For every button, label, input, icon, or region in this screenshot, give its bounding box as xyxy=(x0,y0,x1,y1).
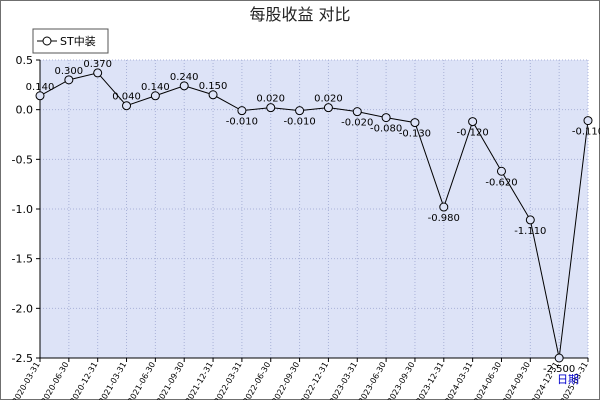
data-label: -0.130 xyxy=(399,129,431,140)
y-tick-label: 0.5 xyxy=(16,54,34,67)
data-label: -0.980 xyxy=(428,213,460,224)
data-label: 0.020 xyxy=(314,94,343,105)
y-tick-label: -2.5 xyxy=(12,352,33,365)
x-tick-label: 2020-06-30 xyxy=(40,361,71,400)
data-point xyxy=(323,103,333,113)
data-point xyxy=(237,106,247,116)
x-tick-label: 2024-09-30 xyxy=(501,361,532,400)
data-label: -0.620 xyxy=(485,177,517,188)
x-tick-label: 2020-12-31 xyxy=(68,361,99,400)
data-point xyxy=(381,113,391,123)
data-point xyxy=(208,90,218,100)
data-point xyxy=(554,353,564,363)
data-point xyxy=(179,81,189,91)
x-tick-label: 2024-06-30 xyxy=(472,361,503,400)
x-axis-corner-label: 日期 xyxy=(557,373,579,386)
data-label: 0.150 xyxy=(199,81,228,92)
data-label: -0.120 xyxy=(457,128,489,139)
data-label: -0.080 xyxy=(370,124,402,135)
y-tick-label: -2.0 xyxy=(12,302,33,315)
series-line xyxy=(39,72,589,359)
data-label: -2.500 xyxy=(543,364,575,375)
data-label: 0.370 xyxy=(83,59,112,70)
x-tick-label: 2023-06-30 xyxy=(357,361,388,400)
data-point xyxy=(410,118,420,128)
data-point xyxy=(64,75,74,85)
data-label: -0.110 xyxy=(572,127,600,138)
data-labels: 0.1400.3000.3700.0400.1400.2400.150-0.01… xyxy=(26,59,600,375)
data-point xyxy=(150,91,160,101)
data-label: -0.010 xyxy=(226,117,258,128)
data-point xyxy=(266,103,276,113)
data-point xyxy=(468,117,478,127)
data-label: -1.110 xyxy=(514,226,546,237)
data-point xyxy=(295,106,305,116)
data-label: 0.040 xyxy=(112,92,141,103)
data-point xyxy=(35,91,45,101)
x-tick-label: 2021-12-31 xyxy=(184,361,215,400)
y-tick-label: -1.5 xyxy=(12,253,33,266)
x-tick-label: 2024-03-31 xyxy=(443,361,474,400)
y-tick-label: -0.5 xyxy=(12,153,33,166)
data-point xyxy=(496,166,506,176)
data-points xyxy=(35,68,593,363)
data-label: -0.010 xyxy=(283,117,315,128)
chart-title: 每股收益 对比 xyxy=(249,5,350,24)
data-label: 0.140 xyxy=(26,82,55,93)
y-axis-ticks: 0.5 0.0 -0.5 -1.0 -1.5 -2.0 -2.5 xyxy=(12,54,40,365)
x-tick-label: 2022-12-31 xyxy=(299,361,330,400)
legend: ST中装 xyxy=(32,28,109,54)
data-label: 0.140 xyxy=(141,82,170,93)
data-label: 0.020 xyxy=(256,94,285,105)
legend-series-name: ST中装 xyxy=(60,35,96,48)
data-point xyxy=(439,202,449,212)
data-point xyxy=(352,107,362,117)
x-tick-label: 2023-12-31 xyxy=(414,361,445,400)
data-label: 0.240 xyxy=(170,72,199,83)
legend-marker-icon xyxy=(42,36,52,46)
data-point xyxy=(583,116,593,126)
series-line-path xyxy=(39,72,589,359)
x-tick-label: 2022-03-31 xyxy=(213,361,244,400)
y-tick-label: -1.0 xyxy=(12,203,33,216)
data-label: -0.020 xyxy=(341,118,373,129)
x-tick-label: 2023-09-30 xyxy=(386,361,417,400)
x-tick-label: 2022-06-30 xyxy=(241,361,272,400)
data-point xyxy=(122,101,132,111)
x-tick-label: 2023-03-31 xyxy=(328,361,359,400)
data-point xyxy=(525,215,535,225)
data-point xyxy=(93,68,103,78)
x-tick-label: 2021-09-30 xyxy=(155,361,186,400)
x-tick-label: 2021-06-30 xyxy=(126,361,157,400)
x-tick-label: 2021-03-31 xyxy=(97,361,128,400)
x-axis-ticks: 2020-03-312020-06-302020-12-312021-03-31… xyxy=(11,358,590,400)
x-tick-label: 2020-03-31 xyxy=(11,361,42,400)
y-tick-label: 0.0 xyxy=(16,104,34,117)
x-tick-label: 2022-09-30 xyxy=(270,361,301,400)
data-label: 0.300 xyxy=(55,66,84,77)
